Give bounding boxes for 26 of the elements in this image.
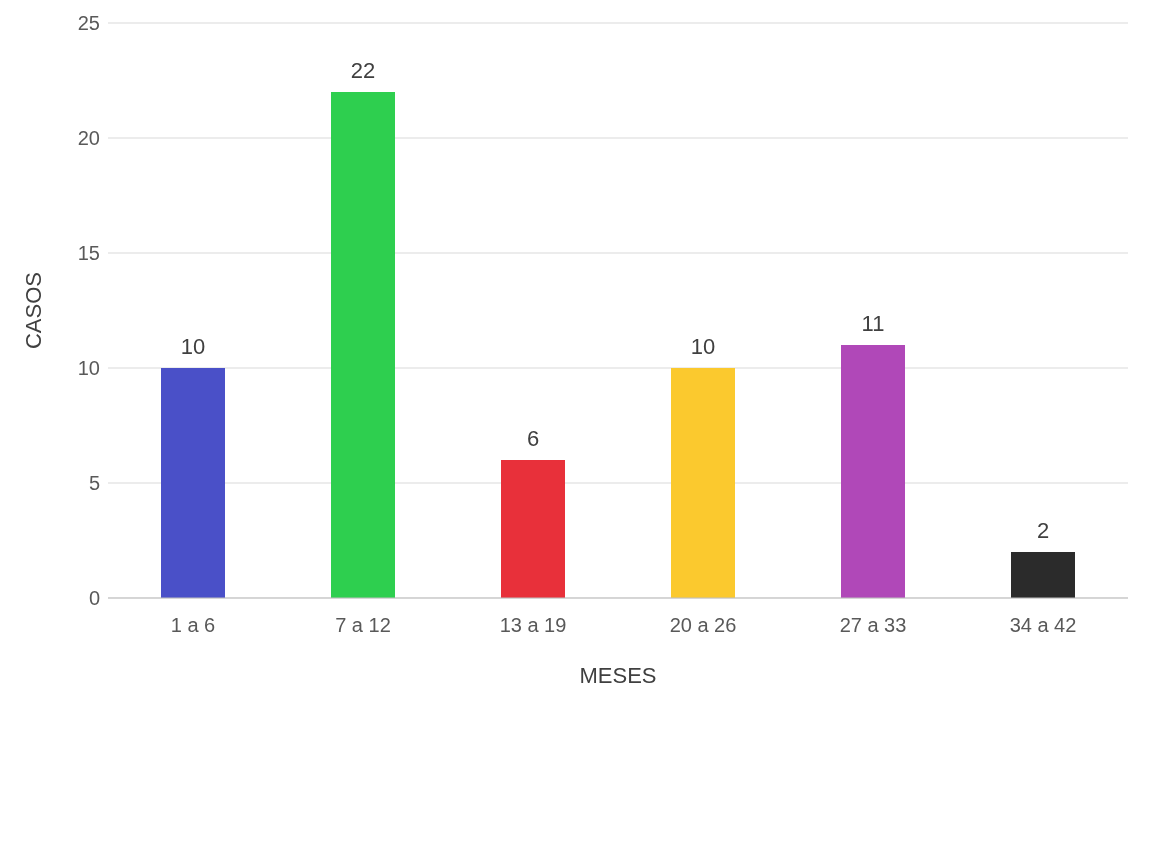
y-tick-label: 15 — [77, 242, 100, 265]
bar — [841, 345, 905, 598]
y-tick-label: 5 — [88, 472, 100, 495]
x-tick-label: 20 a 26 — [669, 614, 737, 637]
bar — [501, 460, 565, 598]
x-tick-label: 34 a 42 — [1009, 614, 1077, 637]
bar — [331, 92, 395, 598]
y-tick-label: 25 — [77, 12, 100, 35]
data-label: 11 — [861, 311, 885, 336]
y-tick-label: 20 — [77, 127, 100, 150]
bar — [1011, 552, 1075, 598]
x-axis-title: MESES — [579, 663, 657, 688]
x-tick-label: 27 a 33 — [839, 614, 907, 637]
y-tick-label: 10 — [77, 357, 100, 380]
data-label: 10 — [180, 334, 206, 359]
bar — [671, 368, 735, 598]
y-axis-title: CASOS — [20, 271, 46, 350]
data-label: 6 — [526, 426, 540, 451]
data-label: 10 — [690, 334, 716, 359]
data-label: 2 — [1036, 518, 1050, 543]
bar — [161, 368, 225, 598]
data-label: 22 — [350, 58, 376, 83]
x-tick-label: 13 a 19 — [499, 614, 567, 637]
x-tick-label: 1 a 6 — [170, 614, 216, 637]
x-tick-label: 7 a 12 — [335, 614, 391, 637]
y-tick-label: 0 — [88, 587, 100, 610]
